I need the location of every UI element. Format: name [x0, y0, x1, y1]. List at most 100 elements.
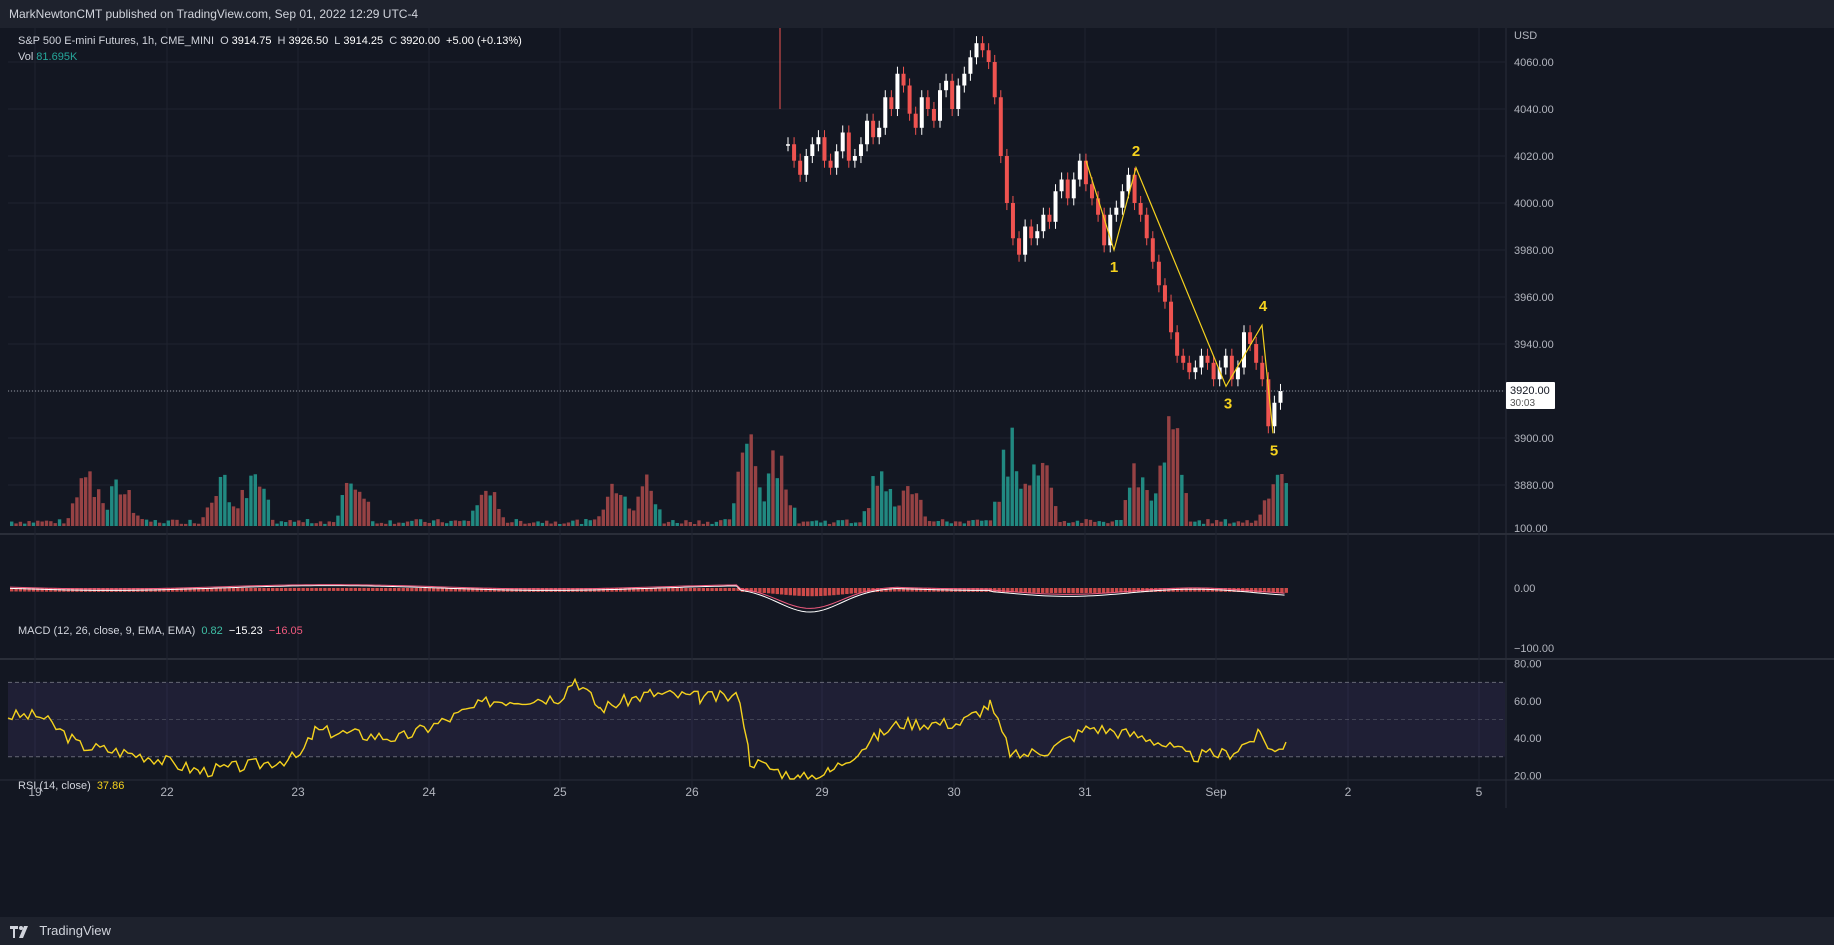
- macd-hist-bar: [184, 588, 188, 592]
- macd-hist-bar: [710, 588, 714, 592]
- volume-bar: [1114, 519, 1119, 526]
- candle: [1278, 391, 1283, 403]
- volume-bar: [527, 523, 532, 526]
- volume-bar: [192, 523, 197, 526]
- volume-bar: [240, 489, 244, 526]
- volume-bar: [753, 466, 758, 526]
- macd-hist-bar: [1254, 588, 1258, 593]
- volume-bar: [1154, 493, 1158, 526]
- volume-bar: [988, 520, 993, 526]
- volume-bar: [149, 521, 153, 526]
- time-tick-label: 29: [815, 785, 829, 799]
- volume-bar: [536, 521, 540, 526]
- volume-bar: [1088, 519, 1093, 526]
- volume-bar: [575, 519, 579, 526]
- volume-bar: [318, 521, 323, 526]
- volume-bar: [714, 521, 719, 526]
- rsi-tick-label: 20.00: [1514, 770, 1542, 782]
- volume-bar: [919, 499, 923, 526]
- candle: [1211, 362, 1216, 380]
- volume-bar: [1010, 427, 1014, 526]
- price-tick-label: 3980.00: [1514, 245, 1554, 257]
- volume-bar: [666, 521, 671, 526]
- volume-bar: [1101, 521, 1106, 526]
- volume-bar: [784, 489, 788, 526]
- volume-bar: [44, 520, 49, 526]
- macd-hist-bar: [327, 588, 331, 591]
- rsi-band-fill: [8, 682, 1505, 757]
- macd-hist-bar: [466, 588, 471, 592]
- candle: [1169, 301, 1174, 333]
- volume-bar: [540, 522, 545, 526]
- volume-bar: [745, 443, 749, 526]
- candle: [1150, 238, 1155, 262]
- footer-brand[interactable]: TradingView: [39, 923, 111, 938]
- candle: [1242, 332, 1246, 368]
- volume-bar: [440, 522, 445, 526]
- candle: [931, 109, 936, 121]
- volume-bar: [1136, 487, 1141, 526]
- macd-hist-bar: [910, 588, 914, 592]
- wave-label-4: 4: [1259, 298, 1268, 315]
- volume-bar: [627, 508, 632, 526]
- volume-bar: [845, 519, 849, 526]
- volume-bar: [967, 520, 971, 526]
- macd-hist-bar: [249, 588, 253, 592]
- volume-bar: [284, 522, 288, 526]
- time-tick-label: 25: [553, 785, 567, 799]
- volume-bar: [832, 522, 836, 526]
- macd-hist-bar: [236, 588, 240, 592]
- volume-bar: [179, 523, 184, 526]
- volume-bar: [849, 523, 853, 526]
- volume-bar: [410, 520, 414, 526]
- volume-bar: [292, 521, 297, 526]
- volume-bar: [197, 523, 201, 526]
- volume-bar: [601, 509, 605, 526]
- macd-tick-label: 100.00: [1514, 523, 1548, 535]
- macd-hist-bar: [440, 588, 445, 592]
- chart-canvas[interactable]: 3880.00 3900.00 3920.00 3940.00 3960.00 3980.…: [0, 28, 1834, 917]
- volume-bar: [1014, 471, 1019, 526]
- volume-bar: [614, 493, 619, 526]
- volume-bar: [166, 520, 170, 526]
- macd-hist-bar: [205, 588, 210, 592]
- macd-hist-bar: [292, 588, 297, 591]
- candle: [798, 160, 803, 175]
- candle: [865, 120, 870, 145]
- volume-label: Vol: [18, 51, 34, 63]
- volume-bar: [610, 483, 614, 526]
- macd-hist-bar: [684, 588, 688, 592]
- volume-bar: [231, 506, 236, 526]
- macd-hist-bar: [706, 588, 710, 592]
- macd-hist-bar: [1058, 588, 1062, 594]
- volume-bar: [906, 486, 910, 526]
- volume-bar: [684, 520, 688, 526]
- macd-hist-bar: [240, 588, 244, 592]
- candle: [1162, 285, 1167, 302]
- change-value: +5.00 (+0.13%): [446, 35, 522, 47]
- volume-bar: [40, 521, 44, 526]
- macd-hist-bar: [471, 588, 475, 592]
- macd-hist-bar: [1023, 588, 1027, 593]
- volume-bar: [823, 520, 827, 526]
- candle: [846, 132, 851, 161]
- volume-bar: [1180, 474, 1184, 526]
- time-tick-label: 26: [685, 785, 699, 799]
- macd-hist-bar: [1123, 588, 1127, 593]
- volume-bar: [1045, 465, 1049, 526]
- volume-bar: [975, 519, 980, 526]
- macd-hist-bar: [732, 588, 736, 591]
- macd-hist-bar: [662, 588, 666, 592]
- volume-bar: [597, 516, 601, 526]
- volume-bar: [1245, 520, 1249, 526]
- macd-hist-bar: [197, 588, 201, 592]
- volume-bar: [344, 482, 349, 526]
- volume-bar: [123, 494, 127, 526]
- candle: [1205, 355, 1210, 363]
- candle: [1144, 214, 1149, 239]
- volume-bar: [1001, 449, 1006, 526]
- macd-hist-bar: [1045, 588, 1049, 593]
- volume-bar: [732, 503, 736, 526]
- candle: [944, 80, 949, 91]
- volume-bar: [392, 523, 397, 526]
